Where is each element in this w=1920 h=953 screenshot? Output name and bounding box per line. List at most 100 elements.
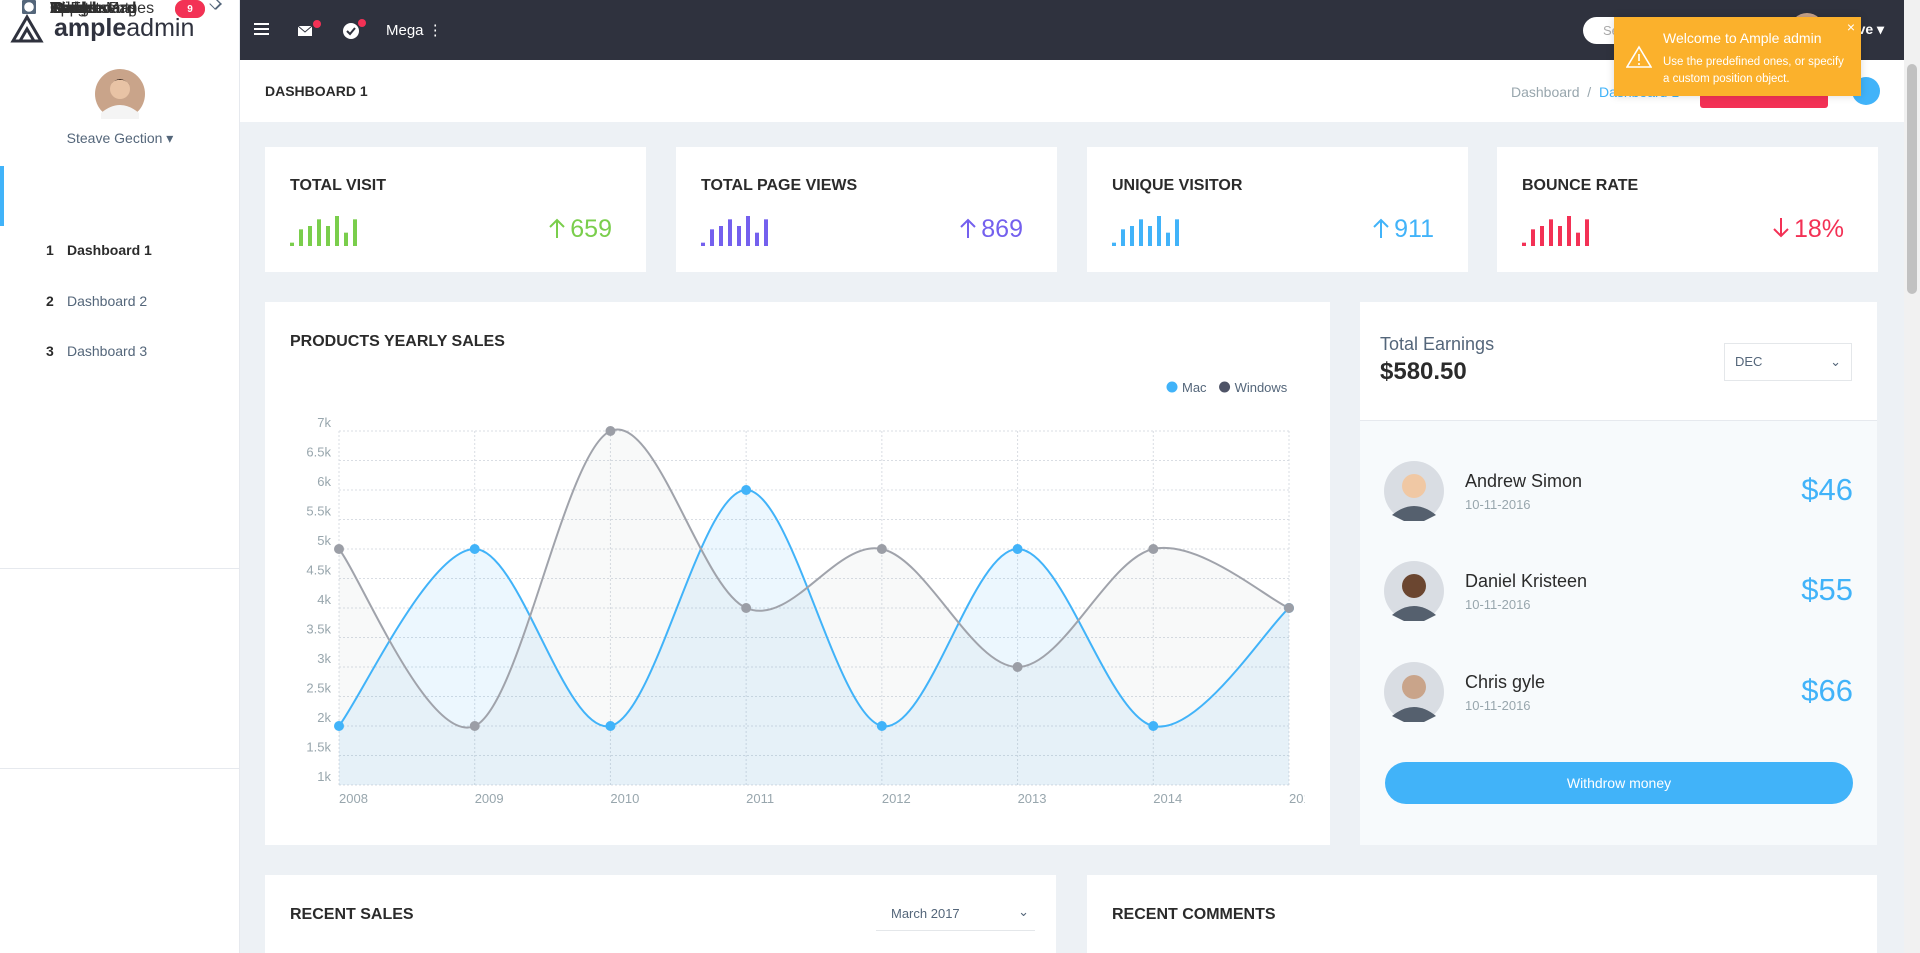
data-point[interactable]: [741, 603, 752, 613]
legend-swatch: [1166, 381, 1178, 393]
stat-number: 659: [570, 215, 612, 243]
data-point[interactable]: [741, 485, 752, 495]
data-point[interactable]: [605, 426, 616, 436]
sales-month-select[interactable]: March 2017 ⌄: [876, 897, 1035, 931]
data-point[interactable]: [876, 544, 887, 554]
spark-bar: [326, 226, 330, 246]
stat-value: 18%: [1772, 215, 1844, 244]
submenu-label: Dashboard 3: [67, 343, 148, 359]
spark-bar: [1166, 232, 1170, 246]
logo-bold: ample: [54, 14, 127, 42]
data-point[interactable]: [1284, 603, 1294, 613]
data-point[interactable]: [469, 544, 480, 554]
logo-text: ampleadmin: [54, 14, 194, 43]
menu-label: Sample Pages: [50, 0, 155, 17]
spark-bar: [1576, 232, 1580, 246]
scrollbar: [1904, 0, 1920, 953]
spark-bar: [719, 226, 723, 246]
scrollbar-thumb[interactable]: [1907, 64, 1917, 294]
y-tick-label: 3k: [317, 651, 331, 666]
mail-icon[interactable]: [296, 18, 326, 42]
spark-bar: [299, 229, 303, 246]
data-point[interactable]: [876, 721, 887, 731]
month-select[interactable]: DEC ⌄: [1724, 343, 1852, 381]
spark-bar: [308, 226, 312, 246]
stat-card: BOUNCE RATE 18%: [1497, 147, 1878, 272]
stat-card: TOTAL VISIT 659: [265, 147, 646, 272]
submenu-item[interactable]: 2 Dashboard 2: [0, 281, 239, 321]
x-tick-label: 2014: [1153, 791, 1182, 806]
data-point[interactable]: [1012, 544, 1023, 554]
spark-bar: [1148, 226, 1152, 246]
withdraw-button[interactable]: Withdrow money: [1385, 762, 1853, 804]
y-tick-label: 3.5k: [306, 622, 331, 637]
data-point[interactable]: [605, 721, 616, 731]
submenu-item[interactable]: 3 Dashboard 3: [0, 331, 239, 371]
stat-value: 869: [959, 215, 1023, 244]
select-arrow: ⌄: [1830, 354, 1841, 369]
arrow-path: [960, 218, 976, 238]
y-tick-label: 5.5k: [306, 504, 331, 519]
data-point[interactable]: [1012, 662, 1023, 672]
spark-bar: [701, 242, 705, 246]
data-point[interactable]: [1148, 721, 1159, 731]
submenu-number: 3: [46, 343, 54, 359]
trend-arrow: [960, 218, 976, 238]
spark-bar: [764, 219, 768, 246]
spark-bar: [1531, 229, 1535, 246]
y-tick-label: 7k: [317, 415, 331, 430]
data-point[interactable]: [1148, 544, 1159, 554]
divider: [0, 768, 239, 769]
avatar-body: [1392, 707, 1436, 722]
y-tick-label: 1.5k: [306, 740, 331, 755]
person-amount: $66: [1801, 673, 1853, 708]
series-area: [339, 490, 1289, 785]
person-avatar: [1384, 461, 1444, 521]
x-tick-label: 2011: [746, 791, 774, 806]
y-tick-label: 5k: [317, 533, 331, 548]
person-date: 10-11-2016: [1465, 497, 1531, 512]
spark-bar: [1522, 242, 1526, 246]
person-avatar: [1384, 561, 1444, 621]
user-name[interactable]: Steave Gection ▾: [66, 130, 174, 146]
toast-close[interactable]: ×: [1846, 19, 1855, 35]
spark-bar: [290, 242, 294, 246]
recent-comments-title: RECENT COMMENTS: [1112, 906, 1276, 923]
month-value: DEC: [1735, 354, 1763, 369]
stat-title: TOTAL VISIT: [290, 177, 387, 194]
tasks-icon[interactable]: [340, 16, 374, 44]
stat-title: BOUNCE RATE: [1522, 177, 1639, 194]
x-tick-label: 2015: [1289, 791, 1318, 806]
trend-arrow: [1773, 218, 1789, 238]
person-date: 10-11-2016: [1465, 597, 1531, 612]
stat-card: TOTAL PAGE VIEWS 869: [676, 147, 1057, 272]
data-point[interactable]: [469, 721, 480, 731]
data-point[interactable]: [334, 721, 344, 731]
spark-bar: [710, 229, 714, 246]
trend-arrow: [549, 218, 565, 238]
spark-bar: [737, 226, 741, 246]
stat-card: UNIQUE VISITOR 911: [1087, 147, 1468, 272]
recent-sales-title: RECENT SALES: [290, 906, 414, 923]
stat-title: TOTAL PAGE VIEWS: [701, 177, 858, 194]
legend-swatch: [1219, 381, 1231, 393]
person-date: 10-11-2016: [1465, 698, 1531, 713]
user-avatar[interactable]: [95, 69, 145, 119]
sparkbar: [290, 216, 357, 246]
earnings-amount: $580.50: [1380, 358, 1467, 385]
menu-label: Google Map: [50, 0, 138, 17]
mega-menu[interactable]: Mega ⋮: [386, 22, 443, 39]
spark-bar: [746, 216, 750, 246]
stat-title: UNIQUE VISITOR: [1112, 177, 1243, 194]
spark-bar: [344, 232, 348, 246]
x-tick-label: 2008: [339, 791, 368, 806]
submenu-item[interactable]: 1 Dashboard 1: [0, 230, 239, 270]
menu-toggle[interactable]: [254, 22, 270, 36]
logo-icon: [10, 14, 44, 43]
logo-light: admin: [126, 14, 195, 42]
earnings-label: Total Earnings: [1380, 334, 1495, 354]
data-point[interactable]: [334, 544, 344, 554]
sidebar: ampleadmin Steave Gection ▾ Dashboard 1 Da…: [0, 0, 240, 953]
breadcrumb-link[interactable]: Dashboard: [1511, 84, 1580, 100]
user-name-text: Steave Gection: [66, 130, 163, 146]
